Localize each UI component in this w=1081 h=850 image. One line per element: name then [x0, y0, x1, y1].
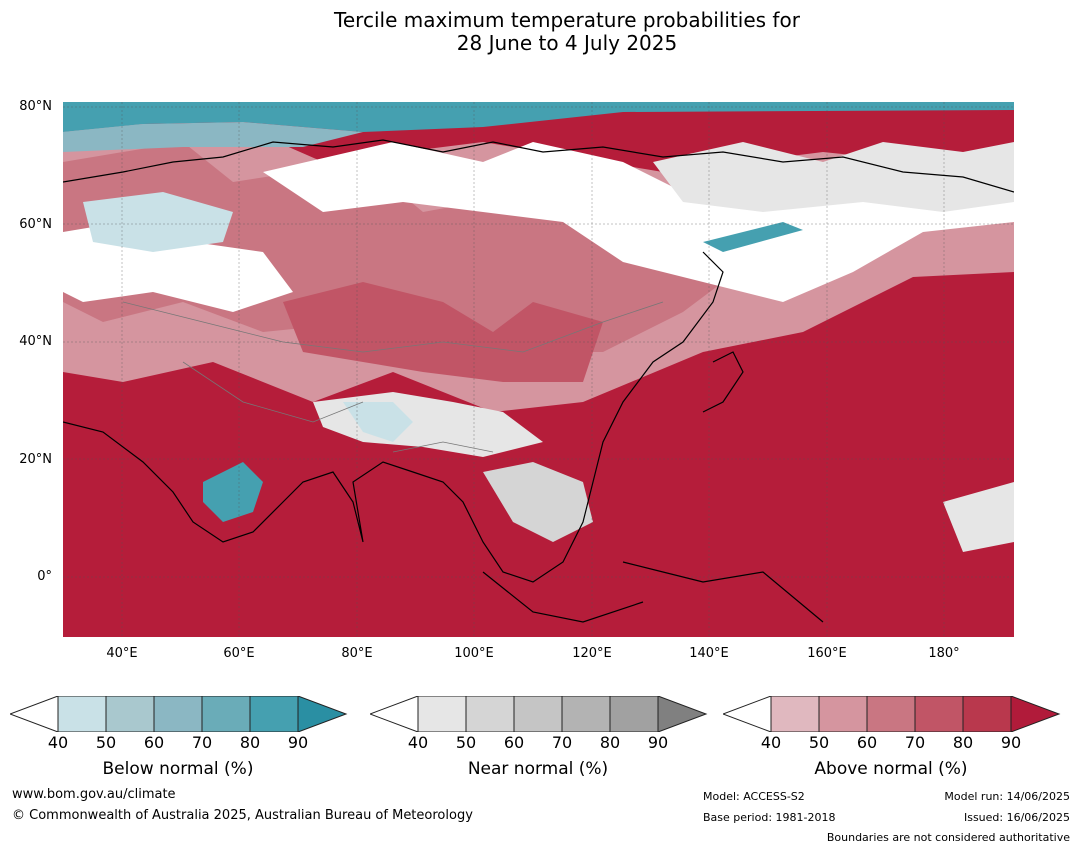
- region-above-80: [283, 282, 603, 382]
- probability-map: [63, 102, 1014, 637]
- map-title: Tercile maximum temperature probabilitie…: [0, 9, 1081, 55]
- cbar-above-max: [1010, 695, 1061, 733]
- tick-label: 50: [455, 733, 477, 752]
- lat-label-20n: 20°N: [19, 452, 52, 467]
- region-pacific-grey: [943, 482, 1014, 552]
- coastlines: [63, 139, 1014, 623]
- lon-label-140e: 140°E: [689, 646, 729, 661]
- lat-label-40n: 40°N: [19, 334, 52, 349]
- lon-label-160e: 160°E: [807, 646, 847, 661]
- region-arabian-blue: [203, 462, 263, 522]
- tick-label: 80: [952, 733, 974, 752]
- copyright-text: © Commonwealth of Australia 2025, Austra…: [12, 808, 473, 823]
- tick-label: 60: [856, 733, 878, 752]
- cbar-below-min: [8, 695, 59, 733]
- cbar-below-max: [297, 695, 348, 733]
- colorbar-near: [368, 695, 710, 736]
- lon-label-40e: 40°E: [106, 646, 138, 661]
- tick-label: 50: [95, 733, 117, 752]
- colorbar-below: [8, 695, 350, 736]
- cbar-above-seg-1: [770, 695, 820, 733]
- cbar-near-max: [657, 695, 708, 733]
- region-below-north: [83, 192, 233, 252]
- cbar-below-seg-5: [249, 695, 299, 733]
- model-text: Model: ACCESS-S2: [703, 790, 805, 803]
- tick-label: 90: [1000, 733, 1022, 752]
- title-line-2: 28 June to 4 July 2025: [456, 31, 678, 55]
- cbar-near-seg-4: [561, 695, 611, 733]
- lat-label-0: 0°: [37, 569, 52, 584]
- model-run-text: Model run: 14/06/2025: [944, 790, 1070, 803]
- lon-label-80e: 80°E: [341, 646, 373, 661]
- colorbar-above-label: Above normal (%): [814, 759, 968, 779]
- cbar-above-seg-4: [914, 695, 964, 733]
- tick-label: 50: [808, 733, 830, 752]
- cbar-near-min: [368, 695, 419, 733]
- lon-label-60e: 60°E: [223, 646, 255, 661]
- tick-label: 70: [904, 733, 926, 752]
- tick-label: 40: [760, 733, 782, 752]
- tick-label: 80: [239, 733, 261, 752]
- disclaimer-text: Boundaries are not considered authoritat…: [826, 831, 1070, 844]
- tick-label: 40: [407, 733, 429, 752]
- tick-label: 90: [287, 733, 309, 752]
- tick-label: 60: [143, 733, 165, 752]
- cbar-below-seg-3: [153, 695, 203, 733]
- tick-label: 90: [647, 733, 669, 752]
- region-kamchatka-blue: [703, 222, 803, 252]
- cbar-above-seg-5: [962, 695, 1012, 733]
- cbar-near-seg-5: [609, 695, 659, 733]
- tick-label: 70: [191, 733, 213, 752]
- lat-label-80n: 80°N: [19, 99, 52, 114]
- cbar-above-seg-2: [818, 695, 868, 733]
- cbar-near-seg-2: [465, 695, 515, 733]
- graticule: [63, 102, 1014, 637]
- cbar-near-seg-3: [513, 695, 563, 733]
- cbar-above-seg-3: [866, 695, 916, 733]
- cbar-near-seg-1: [417, 695, 467, 733]
- region-near-normal: [653, 142, 1014, 212]
- cbar-above-min: [721, 695, 772, 733]
- cbar-below-seg-2: [105, 695, 155, 733]
- region-se-asia-grey: [483, 462, 593, 542]
- region-himalaya-blue: [343, 402, 413, 442]
- map-surface: [63, 102, 1014, 637]
- tick-label: 60: [503, 733, 525, 752]
- base-period-text: Base period: 1981-2018: [703, 811, 836, 824]
- tick-label: 40: [47, 733, 69, 752]
- title-line-1: Tercile maximum temperature probabilitie…: [334, 8, 800, 32]
- borders: [122, 301, 664, 453]
- issued-text: Issued: 16/06/2025: [963, 811, 1070, 824]
- website-link[interactable]: www.bom.gov.au/climate: [12, 787, 176, 802]
- colorbar-below-label: Below normal (%): [102, 759, 254, 779]
- region-arctic-sea: [63, 102, 1014, 132]
- colorbar-near-label: Near normal (%): [467, 759, 609, 779]
- lon-label-180: 180°: [928, 646, 960, 661]
- lon-label-120e: 120°E: [572, 646, 612, 661]
- colorbar-above: [721, 695, 1063, 736]
- cbar-below-seg-1: [57, 695, 107, 733]
- region-arctic-light: [63, 122, 363, 152]
- lat-label-60n: 60°N: [19, 217, 52, 232]
- cbar-below-seg-4: [201, 695, 251, 733]
- lon-label-100e: 100°E: [454, 646, 494, 661]
- tick-label: 70: [551, 733, 573, 752]
- tick-label: 80: [599, 733, 621, 752]
